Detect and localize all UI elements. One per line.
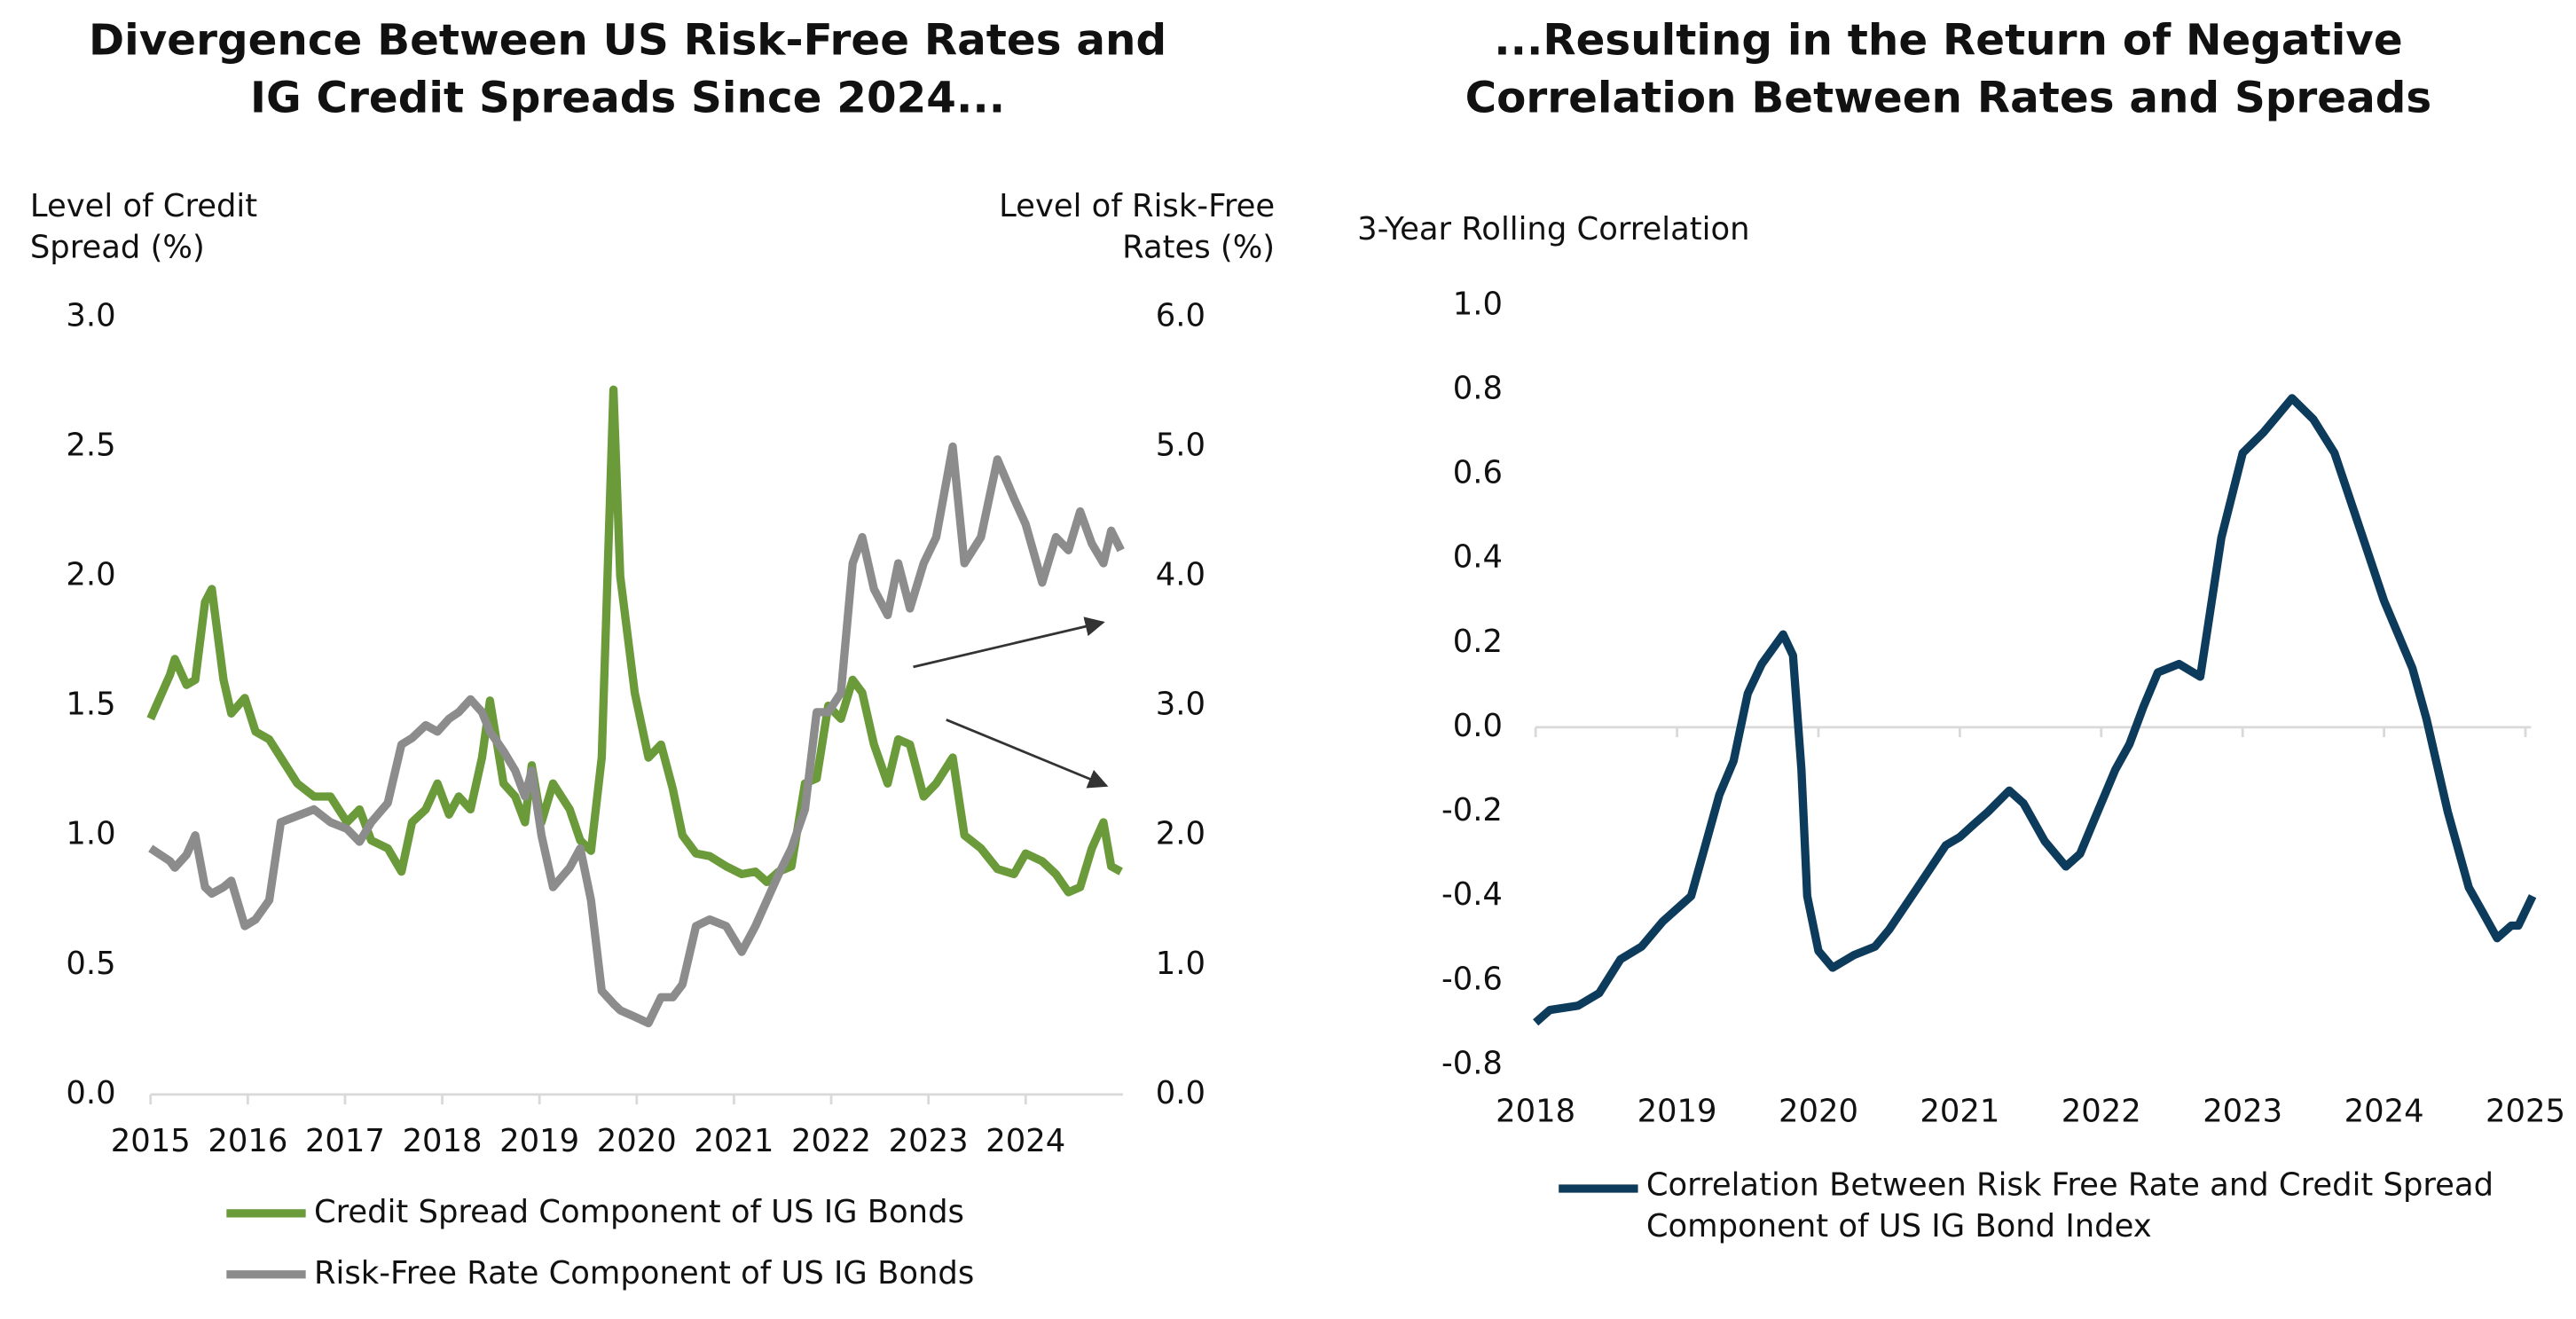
- x-tick-label: 2021: [694, 1123, 774, 1159]
- x-tick-label: 2018: [1496, 1093, 1575, 1129]
- x-tick-label: 2018: [403, 1123, 483, 1159]
- y-tick-label: 0.5: [66, 946, 115, 982]
- chart-title-box: ...Resulting in the Return of Negative C…: [1465, 16, 2432, 124]
- legend-label: Correlation Between Risk Free Rate and C…: [1645, 1166, 2494, 1244]
- x-tick-label: 2020: [1779, 1093, 1858, 1129]
- chart-title: ...Resulting in the Return of Negative C…: [1465, 16, 2432, 124]
- y-tick-label: 0.2: [1453, 624, 1503, 660]
- y-tick-label: 0.8: [1453, 370, 1503, 406]
- y2-tick-label: 6.0: [1156, 297, 1206, 334]
- y-tick-label: 1.0: [1453, 286, 1503, 322]
- legend-label: Credit Spread Component of US IG Bonds: [314, 1194, 964, 1230]
- y-tick-label: 0.0: [1453, 708, 1503, 744]
- y-tick-label: 3.0: [66, 297, 115, 334]
- annotation-arrow: [913, 616, 1105, 669]
- y-tick-label: 1.0: [66, 816, 115, 852]
- data-line: [148, 442, 1125, 1028]
- x-tick-label: 2025: [2486, 1093, 2565, 1129]
- data-line: [146, 385, 1123, 897]
- y-tick-label: 2.5: [66, 427, 115, 463]
- x-tick-label: 2024: [986, 1123, 1065, 1159]
- data-line: [1533, 394, 2537, 1026]
- x-tick-label: 2021: [1920, 1093, 1999, 1129]
- x-tick-label: 2024: [2344, 1093, 2424, 1129]
- x-tick-label: 2023: [889, 1123, 969, 1159]
- x-tick-label: 2017: [305, 1123, 385, 1159]
- y2-tick-label: 1.0: [1156, 946, 1206, 982]
- y-tick-label: 0.6: [1453, 455, 1503, 491]
- y-axis-label-box: 3-Year Rolling Correlation: [1357, 211, 1750, 248]
- x-tick-label: 2020: [597, 1123, 677, 1159]
- x-tick-label: 2015: [111, 1123, 191, 1159]
- chart-title-box: Divergence Between US Risk-Free Rates an…: [88, 16, 1167, 124]
- y-tick-label: 1.5: [66, 687, 115, 723]
- x-tick-label: 2022: [2062, 1093, 2141, 1129]
- y-tick-label: 2.0: [66, 557, 115, 593]
- y2-tick-label: 3.0: [1156, 687, 1206, 723]
- y2-tick-label: 2.0: [1156, 816, 1206, 852]
- y-tick-label: -0.6: [1441, 961, 1503, 997]
- legend-label-box: Correlation Between Risk Free Rate and C…: [1645, 1166, 2494, 1244]
- y-tick-label: 0.4: [1453, 539, 1503, 576]
- y-tick-label: 0.0: [66, 1075, 115, 1111]
- y-axis-label: 3-Year Rolling Correlation: [1357, 211, 1750, 248]
- x-tick-label: 2022: [791, 1123, 871, 1159]
- y2-axis-label: Level of Risk-Free Rates (%): [999, 188, 1276, 266]
- y2-axis-label-box: Level of Risk-Free Rates (%): [999, 188, 1276, 266]
- y2-tick-label: 0.0: [1156, 1075, 1206, 1111]
- y-tick-label: -0.8: [1441, 1045, 1503, 1081]
- x-tick-label: 2019: [499, 1123, 579, 1159]
- y2-tick-label: 5.0: [1156, 427, 1206, 463]
- x-tick-label: 2019: [1637, 1093, 1717, 1129]
- y-axis-label: Level of Credit Spread (%): [29, 188, 258, 266]
- x-tick-label: 2016: [208, 1123, 287, 1159]
- legend-label: Risk-Free Rate Component of US IG Bonds: [314, 1255, 974, 1292]
- annotation-arrow: [946, 718, 1109, 789]
- y-axis-label-box: Level of Credit Spread (%): [29, 188, 258, 266]
- y2-tick-label: 4.0: [1156, 557, 1206, 593]
- y-tick-label: -0.4: [1441, 876, 1503, 913]
- x-tick-label: 2023: [2203, 1093, 2282, 1129]
- y-tick-label: -0.2: [1441, 792, 1503, 828]
- chart-title: Divergence Between US Risk-Free Rates an…: [88, 16, 1167, 124]
